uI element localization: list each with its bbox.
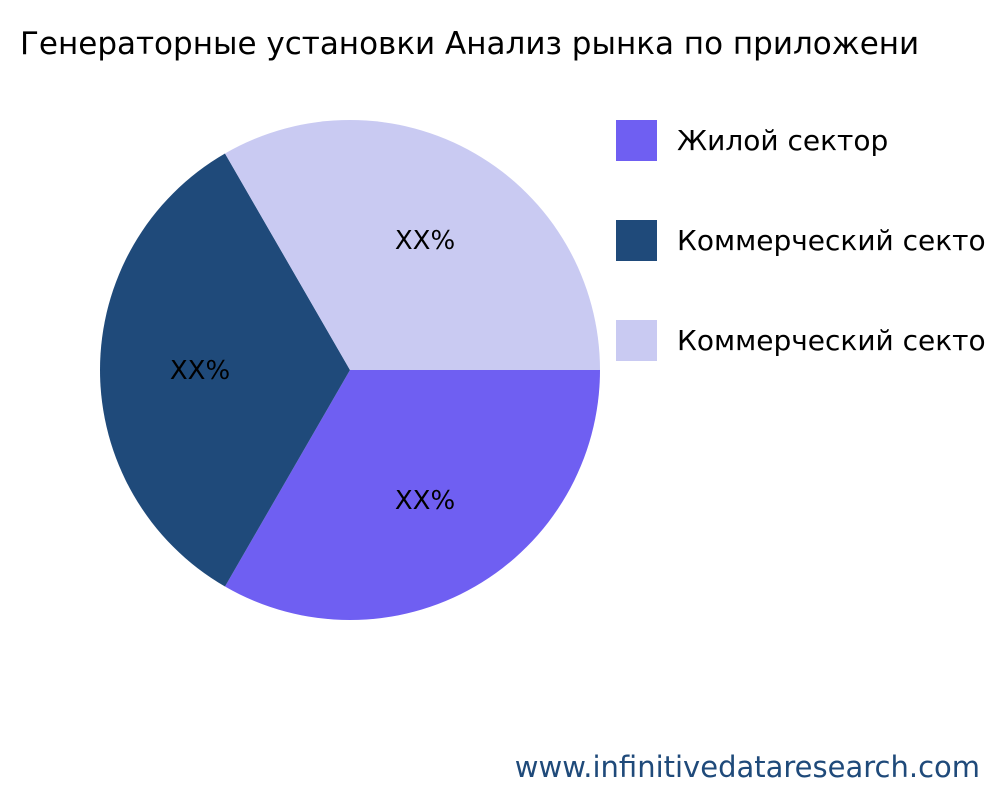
legend-label: Коммерческий секто [677,323,986,357]
legend-item: Коммерческий секто [616,319,986,361]
legend-label: Коммерческий секто [677,223,986,257]
legend-item: Коммерческий секто [616,219,986,261]
pie-slice [225,370,600,620]
legend-label: Жилой сектор [677,123,889,157]
legend-item: Жилой сектор [616,119,888,161]
slice-data-label: XX% [395,486,455,516]
slice-data-label: XX% [395,226,455,256]
legend-swatch [616,219,657,261]
footer-url[interactable]: www.infinitivedataresearch.com [514,750,980,784]
pie-slice [225,119,600,370]
legend-swatch [616,319,657,361]
chart-title: Генераторные установки Анализ рынка по п… [20,26,920,62]
legend-swatch [616,119,657,161]
slice-data-label: XX% [170,356,230,386]
